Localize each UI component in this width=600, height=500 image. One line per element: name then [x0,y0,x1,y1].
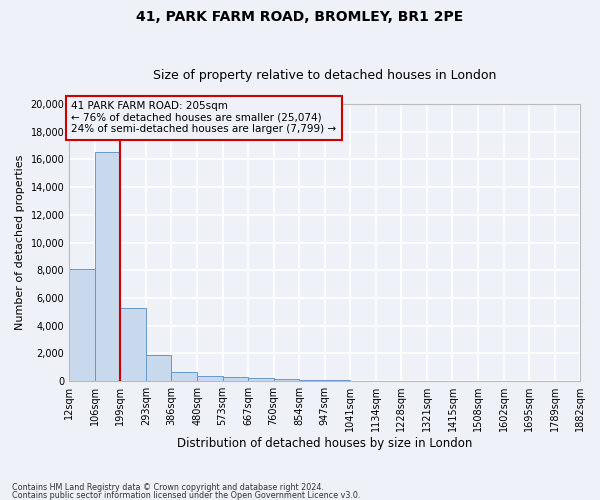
Bar [274,379,299,381]
Text: Contains HM Land Registry data © Crown copyright and database right 2024.: Contains HM Land Registry data © Crown c… [12,484,324,492]
Bar [325,380,350,381]
Bar [121,308,146,381]
Y-axis label: Number of detached properties: Number of detached properties [15,155,25,330]
X-axis label: Distribution of detached houses by size in London: Distribution of detached houses by size … [177,437,472,450]
Bar [299,380,325,381]
Bar [197,376,223,381]
Text: 41, PARK FARM ROAD, BROMLEY, BR1 2PE: 41, PARK FARM ROAD, BROMLEY, BR1 2PE [136,10,464,24]
Bar [248,378,274,381]
Bar [69,269,95,381]
Bar [95,152,121,381]
Text: 41 PARK FARM ROAD: 205sqm
← 76% of detached houses are smaller (25,074)
24% of s: 41 PARK FARM ROAD: 205sqm ← 76% of detac… [71,102,337,134]
Bar [172,372,197,381]
Bar [223,377,248,381]
Text: Contains public sector information licensed under the Open Government Licence v3: Contains public sector information licen… [12,490,361,500]
Title: Size of property relative to detached houses in London: Size of property relative to detached ho… [153,69,496,82]
Bar [146,356,172,381]
